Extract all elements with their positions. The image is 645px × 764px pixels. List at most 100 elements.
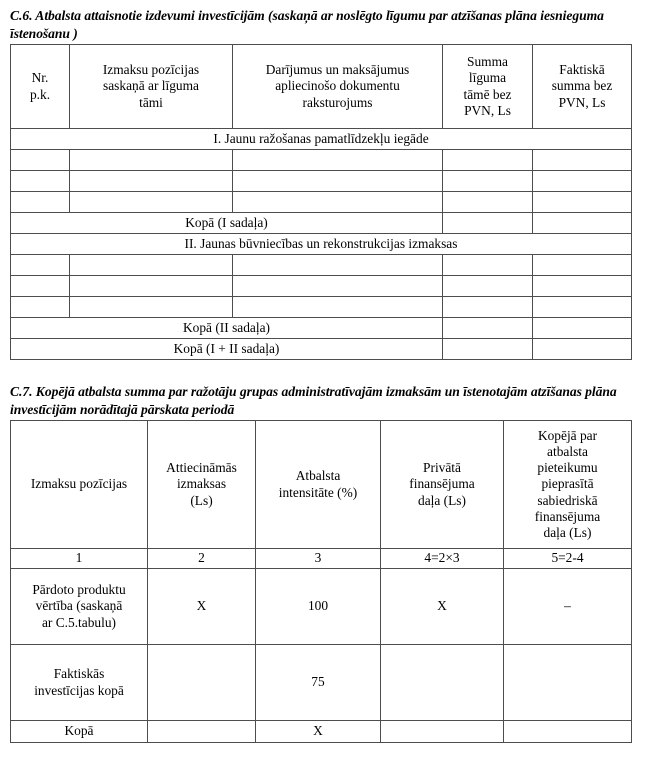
cell-summa-tame[interactable]	[442, 338, 533, 360]
table-c6-header-row: Nr. p.k. Izmaksu pozīcijas saskaņā ar lī…	[10, 44, 632, 129]
cell-faktiska-summa[interactable]	[532, 170, 632, 192]
table-row[interactable]	[10, 296, 632, 318]
cell-faktiska-summa[interactable]	[532, 338, 632, 360]
cell-nr[interactable]	[10, 296, 70, 318]
cell-privata-finansejuma-dala[interactable]: X	[380, 568, 504, 645]
row-label-pardoto-produktu-vertiba: Pārdoto produktu vērtība (saskaņā ar C.5…	[10, 568, 148, 645]
cell-izmaksu-pozicija[interactable]	[69, 275, 233, 297]
cell-faktiska-summa[interactable]	[532, 254, 632, 276]
col-header-summa-liguma-tame: Summa līguma tāmē bez PVN, Ls	[442, 44, 533, 129]
cell-attiecinamas-izmaksas[interactable]	[147, 644, 256, 721]
cell-raksturojums[interactable]	[232, 254, 443, 276]
hdr-line: PVN, Ls	[558, 94, 606, 110]
table-row[interactable]: Pārdoto produktu vērtība (saskaņā ar C.5…	[10, 568, 632, 645]
cell-summa-tame[interactable]	[442, 275, 533, 297]
cell-privata-finansejuma-dala[interactable]	[380, 644, 504, 721]
cell-raksturojums[interactable]	[232, 170, 443, 192]
table-row[interactable]	[10, 191, 632, 213]
cell-izmaksu-pozicija[interactable]	[69, 149, 233, 171]
cell-kopeja-sabiedriska-dala[interactable]	[503, 644, 632, 721]
cell-izmaksu-pozicija[interactable]	[69, 191, 233, 213]
cell-nr[interactable]	[10, 149, 70, 171]
cell-kopeja-sabiedriska-dala[interactable]: –	[503, 568, 632, 645]
label-line: Pārdoto produktu	[32, 582, 126, 598]
cell-faktiska-summa[interactable]	[532, 212, 632, 234]
cell-nr[interactable]	[10, 275, 70, 297]
table-row-section-1: I. Jaunu ražošanas pamatlīdzekļu iegāde	[10, 128, 632, 150]
cell-atbalsta-intensitate[interactable]: 75	[255, 644, 381, 721]
col-number-1: 1	[10, 548, 148, 569]
table-row-total-section-1: Kopā (I sadaļa)	[10, 212, 632, 234]
cell-raksturojums[interactable]	[232, 149, 443, 171]
cell-nr[interactable]	[10, 254, 70, 276]
col-header-atbalsta-intensitate: Atbalsta intensitāte (%)	[255, 420, 381, 549]
hdr-line: raksturojums	[302, 94, 373, 110]
cell-faktiska-summa[interactable]	[532, 191, 632, 213]
cell-summa-tame[interactable]	[442, 170, 533, 192]
table-row[interactable]	[10, 275, 632, 297]
col-header-izmaksu-pozicijas: Izmaksu pozīcijas saskaņā ar līguma tāmi	[69, 44, 233, 129]
cell-izmaksu-pozicija[interactable]	[69, 296, 233, 318]
table-row[interactable]: Faktiskās investīcijas kopā 75	[10, 644, 632, 721]
cell-izmaksu-pozicija[interactable]	[69, 170, 233, 192]
cell-summa-tame[interactable]	[442, 149, 533, 171]
hdr-line: tāmē bez	[463, 86, 512, 102]
col-header-dokumentu-raksturojums: Darījumus un maksājumus apliecinošo doku…	[232, 44, 443, 129]
cell-summa-tame[interactable]	[442, 296, 533, 318]
cell-izmaksu-pozicija[interactable]	[69, 254, 233, 276]
col-header-faktiska-summa: Faktiskā summa bez PVN, Ls	[532, 44, 632, 129]
hdr-line: Izmaksu pozīcijas	[102, 62, 200, 78]
cell-summa-tame[interactable]	[442, 191, 533, 213]
cell-nr[interactable]	[10, 191, 70, 213]
cell-faktiska-summa[interactable]	[532, 296, 632, 318]
cell-privata-finansejuma-dala[interactable]	[380, 720, 504, 743]
hdr-line: Kopējā par	[537, 427, 598, 443]
hdr-line: PVN, Ls	[464, 102, 511, 118]
table-row-grand-total: Kopā (I + II sadaļa)	[10, 338, 632, 360]
col-number-2: 2	[147, 548, 256, 569]
table-row[interactable]	[10, 170, 632, 192]
cell-summa-tame[interactable]	[442, 254, 533, 276]
table-c7: Izmaksu pozīcijas Attiecināmās izmaksas …	[10, 420, 632, 743]
hdr-line: Attiecināmās	[166, 460, 237, 476]
cell-nr[interactable]	[10, 170, 70, 192]
cell-atbalsta-intensitate[interactable]: X	[255, 720, 381, 743]
row-label-faktiskas-investicijas-kopa: Faktiskās investīcijas kopā	[10, 644, 148, 721]
table-row[interactable]	[10, 149, 632, 171]
hdr-line: saskaņā ar līguma	[103, 78, 199, 94]
hdr-line: sabiedriskā	[537, 492, 598, 508]
hdr-line: apliecinošo dokumentu	[275, 78, 400, 94]
cell-summa-tame[interactable]	[442, 317, 533, 339]
col-header-nr: Nr. p.k.	[10, 44, 70, 129]
hdr-line: pieteikumu	[537, 460, 598, 476]
hdr-line: finansējuma	[534, 508, 601, 524]
hdr-line: izmaksas	[176, 476, 227, 492]
label-line: Faktiskās	[53, 666, 105, 682]
label-line: vērtība (saskaņā	[35, 598, 123, 614]
cell-faktiska-summa[interactable]	[532, 275, 632, 297]
hdr-line: Faktiskā	[559, 62, 605, 78]
section-1-total-label: Kopā (I sadaļa)	[10, 212, 443, 234]
cell-raksturojums[interactable]	[232, 191, 443, 213]
cell-faktiska-summa[interactable]	[532, 317, 632, 339]
cell-atbalsta-intensitate[interactable]: 100	[255, 568, 381, 645]
section-2-total-label: Kopā (II sadaļa)	[10, 317, 443, 339]
cell-attiecinamas-izmaksas[interactable]: X	[147, 568, 256, 645]
cell-summa-tame[interactable]	[442, 212, 533, 234]
cell-faktiska-summa[interactable]	[532, 149, 632, 171]
hdr-line: Izmaksu pozīcijas	[30, 476, 128, 492]
cell-attiecinamas-izmaksas[interactable]	[147, 720, 256, 743]
cell-kopeja-sabiedriska-dala[interactable]	[503, 720, 632, 743]
table-row-total-section-2: Kopā (II sadaļa)	[10, 317, 632, 339]
hdr-line: atbalsta	[547, 443, 588, 459]
cell-raksturojums[interactable]	[232, 275, 443, 297]
table-row[interactable]	[10, 254, 632, 276]
cell-raksturojums[interactable]	[232, 296, 443, 318]
hdr-line: intensitāte (%)	[278, 484, 358, 500]
total-label: Kopā	[10, 720, 148, 743]
table-c7-column-number-row: 1 2 3 4=2×3 5=2-4	[10, 548, 632, 569]
table-row-section-2: II. Jaunas būvniecības un rekonstrukcija…	[10, 233, 632, 255]
hdr-line: (Ls)	[190, 492, 213, 508]
hdr-line: summa bez	[551, 78, 613, 94]
